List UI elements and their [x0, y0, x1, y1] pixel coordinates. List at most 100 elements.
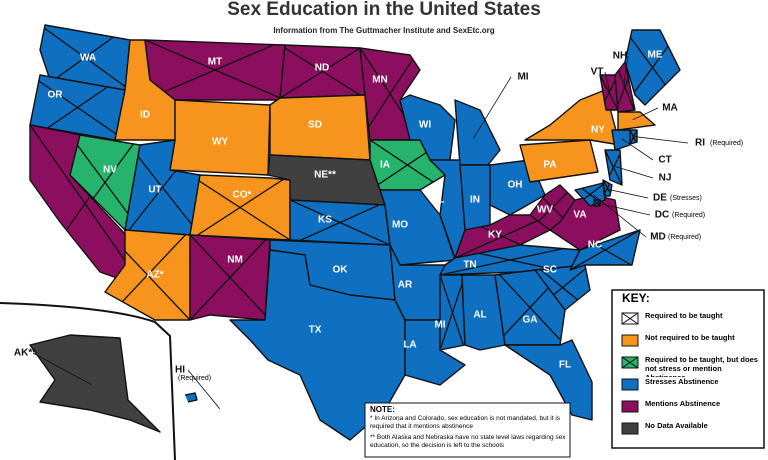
state — [617, 111, 656, 131]
state-label: UT — [148, 185, 161, 196]
state-label: CA — [15, 145, 29, 156]
state-label: VT — [591, 67, 604, 78]
state-label: LA — [403, 340, 416, 351]
key-item: No Data Available — [645, 421, 708, 430]
cross — [190, 175, 290, 240]
leader — [614, 165, 654, 179]
state-label: SC — [543, 265, 557, 276]
state-label: DC — [655, 210, 669, 221]
state-label: TX — [309, 325, 322, 336]
state-label: IA — [380, 160, 390, 171]
state — [169, 99, 271, 176]
cross — [630, 130, 637, 144]
state-label: ID — [140, 110, 150, 121]
state-label: AK** — [14, 348, 36, 359]
inset-border — [0, 302, 176, 460]
state-label: NH — [613, 51, 627, 62]
state-label: CT — [658, 155, 671, 166]
state-label: VA — [573, 210, 586, 221]
note-line: * In Arizona and Colorado, sex education… — [370, 415, 561, 430]
leader — [592, 194, 647, 238]
cross — [455, 215, 550, 258]
key-item: Required to be taught, but does not stre… — [645, 355, 758, 377]
state — [519, 139, 599, 183]
state-label: MI — [434, 320, 445, 331]
state-label: NC — [588, 240, 602, 251]
state-label: OR — [48, 90, 64, 101]
state-label: WA — [80, 53, 96, 64]
cross — [360, 48, 420, 140]
leader — [187, 369, 221, 410]
state-label: KY — [488, 230, 502, 241]
state-label: AR — [398, 280, 413, 291]
state-label: AL — [473, 310, 486, 321]
cross — [440, 275, 465, 350]
cross — [440, 245, 580, 275]
leader — [473, 76, 512, 139]
state-label: SD — [308, 120, 322, 131]
state-label: NE** — [314, 170, 336, 181]
state-label: FL — [559, 360, 571, 371]
title: Sex Education in the United States — [227, 0, 541, 20]
leader — [622, 55, 629, 90]
leader — [621, 138, 654, 161]
note-line: ** Both Alaska and Nebraska have no stat… — [370, 434, 566, 449]
state — [611, 129, 631, 151]
state-label: MI — [517, 72, 528, 83]
state-note: (Required) — [668, 234, 701, 241]
state-note: (Required) — [178, 375, 211, 382]
key-swatch — [621, 400, 639, 413]
state-label: IL — [436, 195, 445, 206]
state-label: RI — [695, 138, 705, 149]
state-note: (Stresses) — [670, 195, 702, 202]
key-item: Required to be taught — [645, 311, 723, 320]
leader — [32, 352, 92, 386]
state-label: ND — [315, 63, 329, 74]
state-label: CO* — [233, 190, 252, 201]
cross — [290, 200, 390, 245]
key-label: Stresses Abstinence — [645, 377, 719, 386]
state-label: NY — [591, 125, 605, 136]
state-label: ME — [648, 50, 663, 61]
state-label: OH — [508, 180, 523, 191]
cross — [621, 312, 639, 325]
state-label: WI — [419, 120, 431, 131]
state-label: TN — [463, 260, 476, 271]
note-item: * In Arizona and Colorado, sex education… — [370, 415, 561, 430]
state-label: WY — [212, 137, 228, 148]
key-label: No Data Available — [645, 421, 708, 430]
state-label: NM — [227, 255, 243, 266]
key-label: Not required to be taught — [645, 333, 735, 342]
key-label: Required to be taught, but does not stre… — [645, 355, 758, 377]
key-title: KEY: — [622, 291, 650, 305]
cross — [621, 356, 639, 369]
state-label: GA — [523, 315, 538, 326]
key-item: Mentions Abstinence — [645, 399, 720, 408]
state-label: NJ — [659, 173, 672, 184]
state-label: AZ* — [146, 270, 163, 281]
key: Required to be taught Not required to be … — [621, 311, 758, 435]
leader — [632, 107, 659, 121]
note: * In Arizona and Colorado, sex education… — [370, 415, 566, 449]
states — [29, 24, 681, 441]
leader — [596, 202, 651, 216]
state — [504, 339, 593, 421]
state — [461, 274, 506, 351]
key-swatch — [621, 422, 639, 435]
key-swatch — [621, 334, 639, 347]
state-label: HI — [175, 365, 185, 376]
key-item: Not required to be taught — [645, 333, 735, 342]
key-item: Stresses Abstinence — [645, 377, 719, 386]
state-label: PA — [543, 160, 556, 171]
state-note: (Required) — [672, 212, 705, 219]
state-label: MN — [372, 75, 388, 86]
key-label: Required to be taught — [645, 311, 723, 320]
state-label: MT — [208, 57, 222, 68]
note-title: NOTE: — [370, 405, 395, 414]
leader — [633, 136, 689, 144]
key-swatch — [621, 378, 639, 391]
state-label: KS — [318, 215, 332, 226]
labels: WA OR CA NV ID MT WY UT AZ* CO* NM ND SD NE** KS OK TX MN… — [14, 50, 743, 410]
state-label: DE — [653, 193, 667, 204]
leader — [604, 71, 611, 93]
